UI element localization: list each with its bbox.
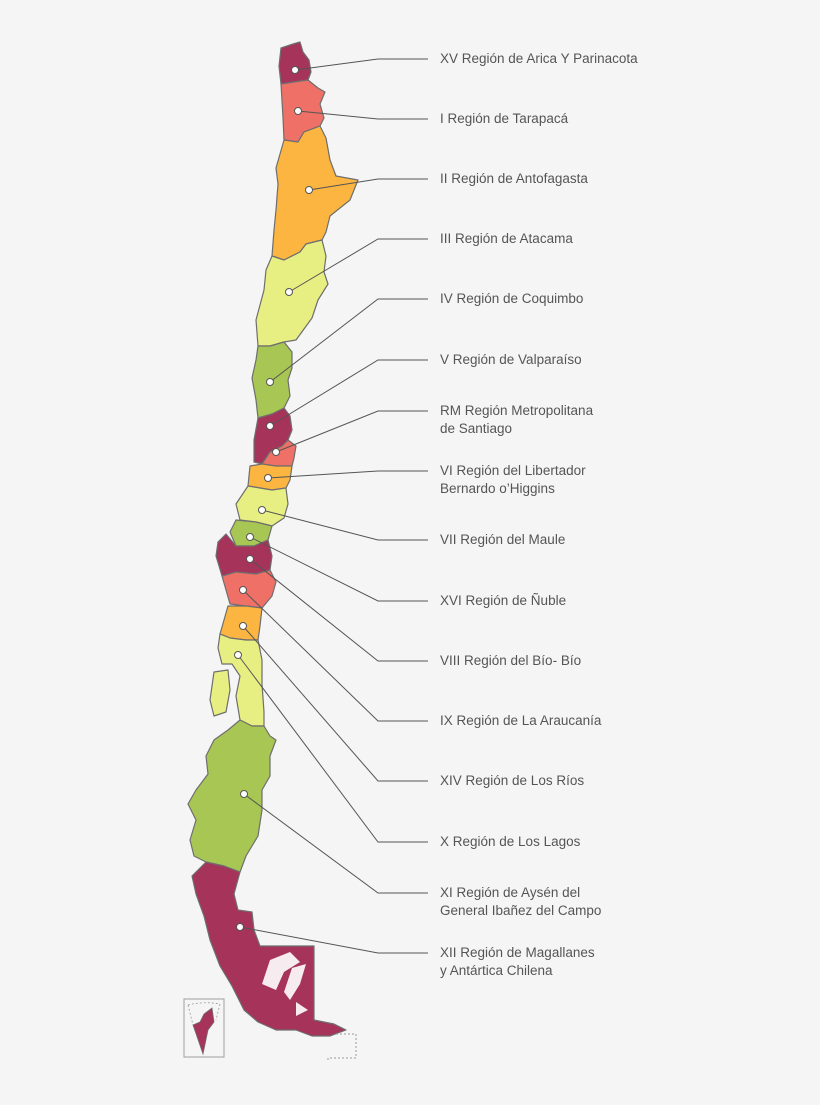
region-ix-shape[interactable] [221, 569, 277, 609]
region-marker-iii[interactable] [285, 288, 293, 296]
region-xi-shape[interactable] [187, 719, 277, 873]
region-label-xi[interactable]: XI Región de Aysén del General Ibañez del… [440, 884, 601, 920]
region-marker-ii[interactable] [305, 186, 313, 194]
leader-line-xvi [249, 536, 428, 602]
leader-line-ix [242, 589, 428, 722]
region-marker-iv[interactable] [266, 378, 274, 386]
leader-line-i [297, 110, 428, 120]
region-marker-ix[interactable] [239, 586, 247, 594]
region-label-line: de Santiago [440, 421, 513, 436]
region-label-line: General Ibañez del Campo [440, 903, 602, 918]
region-label-line: VII Región del Maule [440, 532, 566, 547]
region-label-line: VI Región del Libertador [440, 463, 586, 478]
region-marker-xv[interactable] [291, 66, 299, 74]
leader-line-xiv [242, 625, 428, 782]
region-label-iii[interactable]: III Región de Atacama [440, 230, 573, 248]
leader-line-viii [249, 558, 428, 662]
region-marker-x[interactable] [234, 651, 242, 659]
region-marker-vii[interactable] [258, 506, 266, 514]
leader-line-v [269, 359, 428, 427]
region-label-line: I Región de Tarapacá [440, 111, 569, 126]
region-label-xvi[interactable]: XVI Región de Ñuble [440, 592, 566, 610]
region-marker-viii[interactable] [246, 555, 254, 563]
region-label-line: RM Región Metropolitana [440, 403, 594, 418]
region-label-ii[interactable]: II Región de Antofagasta [440, 170, 588, 188]
region-marker-xi[interactable] [240, 790, 248, 798]
region-xii-shape[interactable] [191, 861, 347, 1037]
region-marker-v[interactable] [266, 422, 274, 430]
region-label-line: IV Región de Coquimbo [440, 291, 584, 306]
leader-line-iii [288, 238, 428, 293]
region-label-line: III Región de Atacama [440, 231, 573, 246]
region-marker-xvi[interactable] [246, 533, 254, 541]
leader-line-vii [261, 509, 428, 541]
maritime-boundary [327, 1033, 357, 1062]
region-label-xii[interactable]: XII Región de Magallanes y Antártica Chil… [440, 944, 595, 980]
region-label-line: XVI Región de Ñuble [440, 593, 567, 608]
region-label-line: II Región de Antofagasta [440, 171, 588, 186]
region-marker-vi[interactable] [264, 474, 272, 482]
region-label-iv[interactable]: IV Región de Coquimbo [440, 290, 583, 308]
region-label-line: V Región de Valparaíso [440, 352, 582, 367]
leader-line-iv [269, 298, 428, 383]
region-label-vii[interactable]: VII Región del Maule [440, 531, 565, 549]
region-marker-rm[interactable] [272, 448, 280, 456]
leader-line-vi [267, 470, 428, 479]
region-marker-xiv[interactable] [239, 622, 247, 630]
region-label-line: VIII Región del Bío- Bío [440, 653, 582, 668]
leader-line-x [237, 654, 428, 843]
region-label-viii[interactable]: VIII Región del Bío- Bío [440, 652, 581, 670]
region-label-line: Bernardo o’Higgins [440, 481, 555, 496]
region-label-ix[interactable]: IX Región de La Araucanía [440, 712, 601, 730]
region-xv-shape[interactable] [278, 41, 312, 85]
region-label-i[interactable]: I Región de Tarapacá [440, 110, 568, 128]
region-label-x[interactable]: X Región de Los Lagos [440, 833, 580, 851]
region-label-xv[interactable]: XV Región de Arica Y Parinacota [440, 50, 638, 68]
region-label-line: XI Región de Aysén del [440, 885, 581, 900]
region-label-line: IX Región de La Araucanía [440, 713, 602, 728]
region-label-line: XIV Región de Los Ríos [440, 773, 585, 788]
region-label-xiv[interactable]: XIV Región de Los Ríos [440, 772, 584, 790]
region-x-chiloe-shape[interactable] [209, 669, 231, 717]
leader-line-xii [239, 926, 428, 954]
antarctic-inset [183, 998, 225, 1058]
region-label-line: XII Región de Magallanes [440, 945, 595, 960]
region-label-line: y Antártica Chilena [440, 963, 553, 978]
region-label-vi[interactable]: VI Región del Libertador Bernardo o’Higgi… [440, 462, 586, 498]
region-label-line: X Región de Los Lagos [440, 834, 581, 849]
region-ii-shape[interactable] [271, 125, 359, 261]
leader-line-rm [275, 410, 428, 453]
leader-line-xi [243, 793, 428, 894]
region-marker-xii[interactable] [236, 923, 244, 931]
region-label-line: XV Región de Arica Y Parinacota [440, 51, 638, 66]
region-label-rm[interactable]: RM Región Metropolitana de Santiago [440, 402, 593, 438]
region-label-v[interactable]: V Región de Valparaíso [440, 351, 582, 369]
leader-line-xv [294, 58, 428, 71]
leader-line-ii [308, 178, 428, 191]
region-marker-i[interactable] [294, 107, 302, 115]
